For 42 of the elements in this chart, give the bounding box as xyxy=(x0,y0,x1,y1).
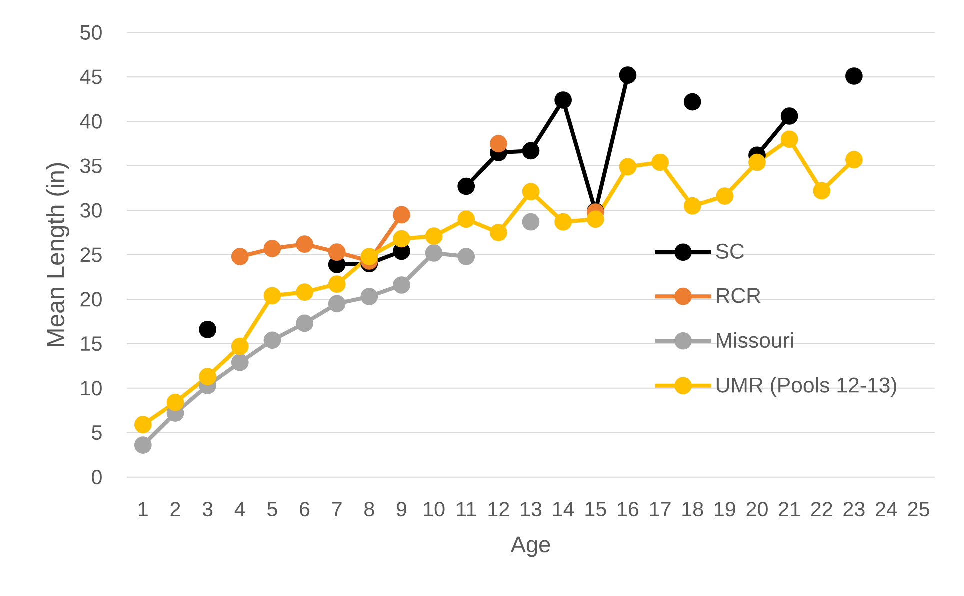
x-tick-label: 23 xyxy=(844,502,865,517)
y-tick-label: 0 xyxy=(92,470,102,485)
x-tick-label: 20 xyxy=(746,502,768,517)
x-tick-label: 19 xyxy=(714,502,736,517)
x-tick-label: 22 xyxy=(811,502,832,517)
x-tick-label: 25 xyxy=(908,502,930,517)
y-tick-label: 25 xyxy=(80,248,102,262)
x-tick-label: 9 xyxy=(396,502,406,517)
x-tick-label: 10 xyxy=(424,502,445,517)
y-tick-label: 10 xyxy=(81,381,102,396)
x-tick-label: 4 xyxy=(234,502,246,516)
legend-label: UMR (Pools 12-13) xyxy=(716,377,896,398)
x-tick-label: 11 xyxy=(457,502,476,516)
x-tick-label: 7 xyxy=(332,502,342,516)
y-tick-label: 50 xyxy=(80,25,102,40)
x-tick-label: 18 xyxy=(682,502,704,517)
y-tick-label: 5 xyxy=(92,426,102,440)
x-tick-label: 21 xyxy=(779,502,800,517)
x-tick-label: 17 xyxy=(650,502,671,516)
x-tick-label: 5 xyxy=(268,502,278,517)
y-tick-label: 15 xyxy=(81,336,102,352)
legend-label: SC xyxy=(716,244,744,260)
y-tick-label: 40 xyxy=(80,114,102,129)
y-tick-label: 20 xyxy=(80,292,102,307)
x-tick-label: 14 xyxy=(553,502,574,516)
y-tick-label: 45 xyxy=(80,70,102,84)
legend-label: Missouri xyxy=(717,332,794,348)
x-tick-label: 24 xyxy=(876,502,898,517)
x-tick-label: 3 xyxy=(202,502,213,517)
y-tick-label: 30 xyxy=(80,203,102,218)
x-tick-label: 13 xyxy=(521,502,542,517)
y-axis-title: Mean Length (in) xyxy=(46,163,70,346)
legend-label: RCR xyxy=(717,288,760,304)
x-tick-label: 15 xyxy=(586,502,606,517)
x-tick-label: 1 xyxy=(138,502,148,516)
x-tick-label: 8 xyxy=(364,502,374,517)
x-tick-label: 16 xyxy=(618,502,639,517)
x-tick-label: 6 xyxy=(300,502,310,517)
x-axis-title: Age xyxy=(510,536,550,558)
y-tick-label: 35 xyxy=(80,158,102,174)
x-tick-label: 12 xyxy=(488,502,510,517)
x-tick-label: 2 xyxy=(170,502,180,517)
